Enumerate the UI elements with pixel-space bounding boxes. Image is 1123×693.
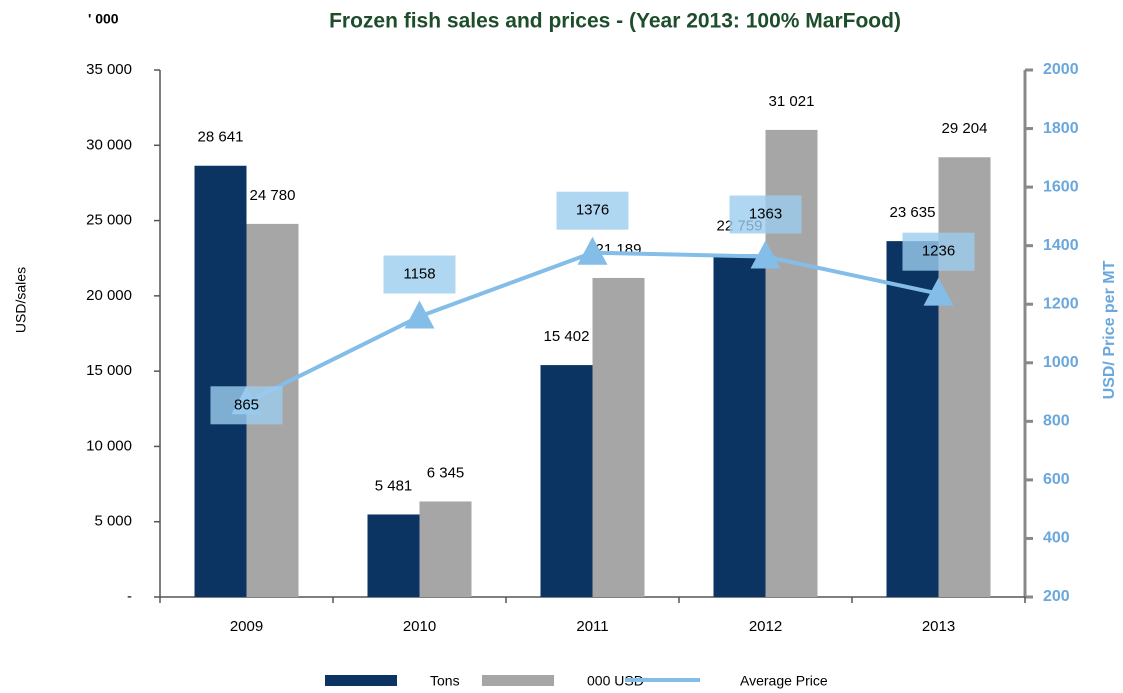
y2-tick-label: 800: [1043, 413, 1070, 430]
line-marker: [404, 300, 435, 329]
y-tick-label: 10 000: [86, 437, 132, 454]
line-value-label: 1376: [576, 202, 609, 219]
y-tick-label: 20 000: [86, 287, 132, 304]
bar-value-label: 6 345: [427, 464, 465, 481]
y2-tick-label: 200: [1043, 588, 1070, 605]
bar: [194, 165, 247, 598]
x-tick-label: 2011: [576, 618, 608, 635]
y2-tick-label: 1600: [1043, 178, 1079, 195]
value-label-box: [383, 255, 456, 294]
bar: [540, 365, 593, 597]
legend-swatch: [482, 675, 554, 686]
y-tick-label: -: [127, 588, 132, 605]
value-label-box: [556, 191, 629, 230]
y2-tick-label: 1200: [1043, 295, 1079, 312]
legend-label: Average Price: [740, 673, 828, 689]
line-marker: [577, 236, 608, 265]
x-tick-label: 2010: [403, 618, 436, 635]
y-tick-label: 15 000: [86, 362, 132, 379]
y-tick-label: 35 000: [86, 61, 132, 78]
y2-tick-label: 1000: [1043, 354, 1079, 371]
legend-label: 000 USD: [587, 673, 644, 689]
line-value-label: 865: [234, 396, 259, 413]
line-marker: [750, 240, 781, 269]
unit-note: ' 000: [88, 11, 119, 27]
y2-tick-label: 400: [1043, 530, 1070, 547]
y-axis-title: USD/sales: [13, 267, 29, 333]
legend-swatch: [325, 675, 397, 686]
line-value-label: 1363: [749, 205, 782, 222]
x-tick-label: 2009: [230, 618, 263, 635]
bar: [367, 514, 420, 597]
x-tick-label: 2012: [749, 618, 782, 635]
bar: [938, 157, 991, 598]
y2-tick-label: 1800: [1043, 120, 1079, 137]
value-label-box: [902, 232, 975, 271]
bar-value-label: 28 641: [198, 129, 244, 146]
y2-tick-label: 600: [1043, 471, 1070, 488]
bar-value-label: 31 021: [769, 93, 815, 110]
bar: [419, 501, 472, 597]
line-marker: [923, 277, 954, 306]
y2-axis-title: USD/ Price per MT: [1101, 260, 1118, 399]
bar: [592, 277, 645, 597]
y-tick-label: 5 000: [94, 513, 132, 530]
legend-label: Tons: [430, 673, 460, 689]
value-label-box: [210, 386, 283, 425]
chart-title: Frozen fish sales and prices - (Year 201…: [329, 10, 901, 33]
value-label-box: [729, 195, 802, 234]
bar-value-label: 29 204: [942, 120, 988, 137]
line-value-label: 1158: [403, 265, 435, 282]
bar-value-label: 23 635: [890, 204, 936, 221]
bar-value-label: 24 780: [250, 187, 296, 204]
y2-tick-label: 2000: [1043, 61, 1079, 78]
bar-value-label: 5 481: [375, 477, 413, 494]
bar-value-label: 15 402: [544, 328, 590, 345]
line-value-label: 1236: [922, 243, 955, 260]
y-tick-label: 30 000: [86, 136, 132, 153]
y-tick-label: 25 000: [86, 212, 132, 229]
bar: [713, 254, 766, 597]
y2-tick-label: 1400: [1043, 237, 1079, 254]
x-tick-label: 2013: [922, 618, 955, 635]
